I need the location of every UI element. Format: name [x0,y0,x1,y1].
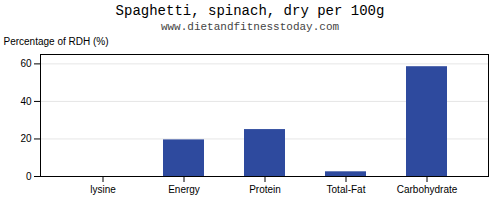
svg-text:Percentage of RDH (%): Percentage of RDH (%) [4,36,109,47]
svg-text:60: 60 [20,58,32,69]
svg-text:0: 0 [26,171,32,182]
svg-text:lysine: lysine [90,184,116,195]
svg-text:40: 40 [20,96,32,107]
svg-text:Carbohydrate: Carbohydrate [397,184,458,195]
svg-text:Energy: Energy [168,184,200,195]
svg-text:Total-Fat: Total-Fat [327,184,366,195]
html-text:www.dietandfitnesstoday.com: www.dietandfitnesstoday.com [160,21,340,33]
svg-text:20: 20 [20,133,32,144]
html-text:Spaghetti, spinach, dry per 10: Spaghetti, spinach, dry per 100g [115,3,385,19]
svg-text:Protein: Protein [249,184,281,195]
